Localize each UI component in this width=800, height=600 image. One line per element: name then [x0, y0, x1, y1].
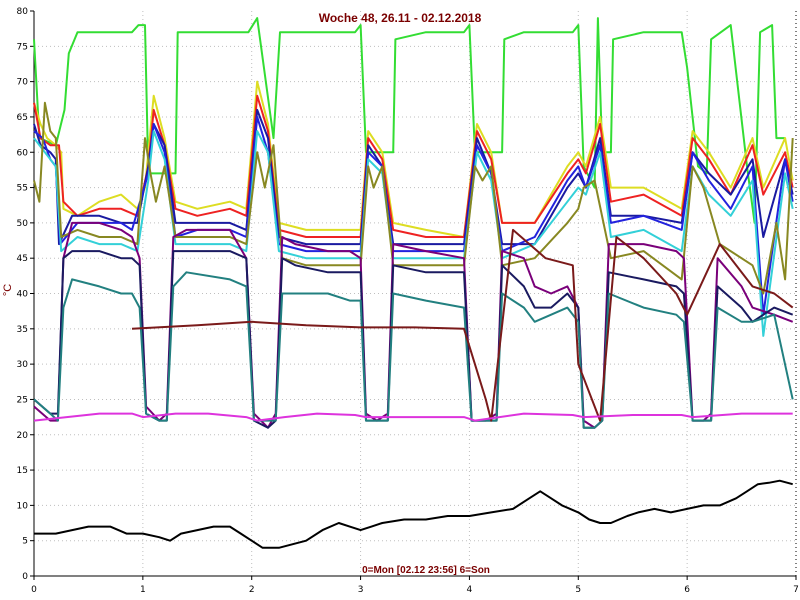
y-tick-label: 35	[17, 325, 28, 335]
series-line-4	[33, 108, 794, 246]
y-tick-label: 10	[17, 501, 29, 511]
series-lines	[33, 17, 794, 549]
x-tick-label: 7	[793, 585, 799, 595]
x-tick-label: 2	[249, 585, 255, 595]
series-line-11	[131, 228, 794, 422]
x-tick-label: 4	[467, 585, 473, 595]
x-tick-label: 0	[31, 585, 37, 595]
series-line-13	[34, 479, 793, 549]
x-tick-label: 1	[140, 585, 146, 595]
y-tick-label: 15	[17, 466, 28, 476]
axes	[30, 10, 797, 580]
y-tick-label: 75	[17, 42, 28, 52]
y-tick-labels: 0 5 10 15 20 25 30 35 40 45 50 55 60 65 70 75 80	[17, 7, 29, 582]
y-tick-label: 80	[17, 7, 29, 17]
series-line-12	[33, 412, 793, 422]
y-tick-label: 60	[17, 148, 29, 158]
x-tick-label: 3	[358, 585, 364, 595]
series-line-8	[33, 221, 794, 429]
y-tick-label: 70	[17, 78, 29, 88]
series-line-6	[33, 130, 794, 337]
y-tick-label: 55	[17, 184, 28, 194]
y-tick-label: 50	[17, 219, 29, 229]
series-line-3	[33, 94, 794, 238]
y-tick-label: 40	[17, 290, 29, 300]
y-tick-label: 65	[17, 113, 28, 123]
series-line-5	[33, 115, 794, 316]
chart-title: Woche 48, 26.11 - 02.12.2018	[319, 11, 482, 25]
y-axis-label: °C	[2, 284, 14, 296]
grid	[34, 11, 796, 576]
chart-footer: 0=Mon [02.12 23:56] 6=Son	[362, 565, 490, 576]
y-tick-label: 0	[22, 572, 28, 582]
x-tick-labels: 0 1 2 3 4 5 6 7	[31, 585, 799, 595]
y-tick-label: 20	[17, 431, 29, 441]
x-tick-label: 6	[684, 585, 690, 595]
x-tick-label: 5	[575, 585, 581, 595]
series-line-7	[33, 101, 794, 295]
y-tick-label: 45	[17, 254, 28, 264]
y-tick-label: 30	[17, 360, 29, 370]
series-line-10	[33, 271, 794, 429]
y-tick-label: 5	[22, 537, 28, 547]
y-tick-label: 25	[17, 395, 28, 405]
